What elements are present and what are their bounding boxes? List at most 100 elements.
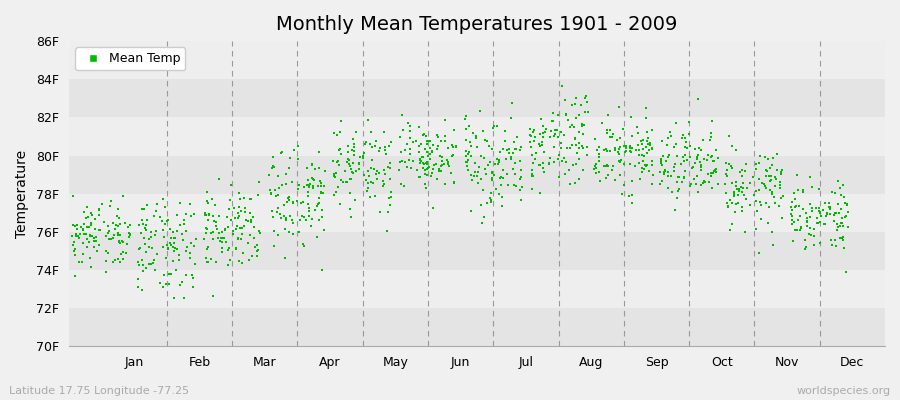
Point [314, 214, 328, 220]
Point [112, 220, 127, 227]
Point [374, 145, 388, 151]
Point [311, 200, 326, 206]
Point [328, 130, 342, 136]
Point [401, 119, 416, 126]
Point [735, 173, 750, 180]
Point [637, 166, 652, 173]
Point [232, 212, 247, 219]
Point [725, 180, 740, 187]
Point [565, 122, 580, 128]
Point [623, 143, 637, 150]
Point [133, 244, 148, 251]
Point [558, 159, 572, 165]
Point [131, 259, 146, 266]
Point [683, 183, 698, 189]
Point [736, 180, 751, 186]
Point [222, 197, 237, 204]
Point [605, 167, 619, 174]
Point [156, 227, 170, 233]
Point [426, 166, 440, 172]
Point [275, 149, 290, 155]
Point [767, 194, 781, 200]
Point [708, 167, 723, 174]
Point [422, 138, 436, 144]
Point [76, 209, 91, 216]
Point [534, 116, 548, 123]
Point [173, 222, 187, 228]
Point [693, 147, 707, 154]
Point [211, 235, 225, 241]
Point [736, 185, 751, 191]
Point [318, 168, 332, 174]
Point [131, 222, 146, 229]
Point [772, 203, 787, 210]
Point [230, 234, 245, 241]
Point [629, 124, 643, 130]
Point [698, 178, 713, 185]
Point [435, 154, 449, 160]
Point [670, 195, 684, 201]
Point [205, 196, 220, 202]
Point [304, 175, 319, 181]
Point [688, 146, 702, 152]
Point [752, 176, 766, 182]
Point [459, 153, 473, 159]
Point [830, 226, 844, 233]
Point [122, 232, 137, 238]
Point [825, 242, 840, 248]
Point [344, 176, 358, 182]
Point [762, 178, 777, 184]
Point [196, 236, 211, 242]
Point [749, 188, 763, 194]
Point [730, 192, 744, 198]
Point [419, 149, 434, 155]
Point [529, 150, 544, 156]
Point [89, 238, 104, 244]
Point [681, 131, 696, 137]
Point [525, 152, 539, 158]
Point [671, 188, 686, 194]
Point [793, 213, 807, 220]
Point [411, 148, 426, 155]
Point [424, 170, 438, 176]
Point [419, 160, 434, 166]
Point [634, 169, 649, 176]
Point [658, 167, 672, 174]
Point [493, 174, 508, 181]
Point [640, 161, 654, 168]
Point [834, 220, 849, 226]
Point [640, 128, 654, 135]
Point [495, 146, 509, 152]
Point [85, 233, 99, 240]
Point [434, 138, 448, 144]
Point [358, 176, 373, 183]
Point [294, 213, 309, 219]
Point [727, 209, 742, 216]
Point [338, 168, 353, 174]
Point [668, 161, 682, 168]
Point [92, 212, 106, 218]
Point [305, 185, 320, 192]
Point [724, 143, 739, 149]
Point [693, 167, 707, 174]
Point [286, 231, 301, 238]
Point [112, 222, 126, 229]
Point [610, 137, 625, 144]
Point [766, 241, 780, 248]
Point [631, 142, 645, 148]
Point [588, 136, 602, 142]
Point [155, 218, 169, 224]
Point [724, 165, 739, 171]
Point [588, 163, 602, 169]
Point [382, 195, 396, 202]
Point [302, 184, 317, 191]
Point [761, 172, 776, 179]
Point [442, 162, 456, 169]
Point [430, 176, 445, 182]
Point [557, 155, 572, 161]
Point [199, 230, 213, 236]
Point [491, 191, 506, 198]
Point [480, 138, 494, 144]
Point [466, 130, 481, 136]
Point [116, 193, 130, 200]
